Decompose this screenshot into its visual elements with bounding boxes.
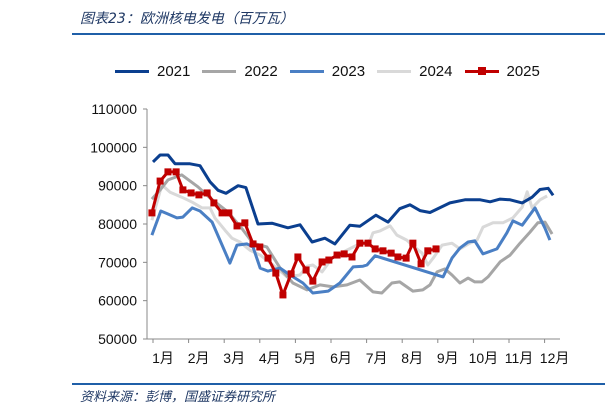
data-point-2025 xyxy=(187,189,195,197)
legend-label: 2023 xyxy=(331,63,366,80)
data-point-2025 xyxy=(325,256,333,264)
title-divider xyxy=(72,33,605,35)
legend-swatch xyxy=(115,70,149,73)
data-point-2025 xyxy=(148,209,156,217)
data-point-2025 xyxy=(417,260,425,268)
legend-swatch xyxy=(464,67,499,75)
data-point-2025 xyxy=(379,247,387,255)
data-point-2025 xyxy=(387,249,395,257)
figure-title: 图表23：欧洲核电发电（百万瓦） xyxy=(80,11,294,27)
x-tick-label: 3月 xyxy=(223,350,245,366)
data-point-2025 xyxy=(241,219,249,227)
x-tick-label: 9月 xyxy=(437,350,459,366)
data-point-2025 xyxy=(318,258,326,266)
data-point-2025 xyxy=(249,240,257,248)
x-tick-label: 6月 xyxy=(330,350,352,366)
data-point-2025 xyxy=(333,251,341,259)
data-point-2025 xyxy=(294,253,302,261)
data-point-2025 xyxy=(272,269,280,277)
x-tick-label: 8月 xyxy=(401,350,423,366)
data-point-2025 xyxy=(218,209,226,217)
chart-legend: 2021 2022 2023 2024 2025 xyxy=(115,63,540,80)
legend-swatch xyxy=(202,70,237,73)
x-tick-label: 1月 xyxy=(152,350,174,366)
data-point-2025 xyxy=(371,245,379,253)
y-tick-label: 50000 xyxy=(98,331,137,347)
data-point-2025 xyxy=(203,189,211,197)
legend-label: 2024 xyxy=(419,63,453,80)
data-point-2025 xyxy=(279,291,287,299)
data-point-2025 xyxy=(172,168,180,176)
legend-swatch xyxy=(377,70,412,73)
data-point-2025 xyxy=(364,239,372,247)
data-point-2025 xyxy=(356,239,364,247)
y-tick-label: 60000 xyxy=(98,293,137,309)
data-point-2025 xyxy=(256,243,264,251)
data-point-2025 xyxy=(424,247,432,255)
data-point-2025 xyxy=(432,245,440,253)
x-tick-label: 12月 xyxy=(540,350,570,366)
data-point-2025 xyxy=(402,254,410,262)
data-point-2025 xyxy=(340,250,348,258)
series-line-2024 xyxy=(150,183,548,279)
legend-item-2025: 2025 xyxy=(464,63,540,80)
data-point-2025 xyxy=(210,199,218,207)
y-tick-label: 70000 xyxy=(98,254,137,270)
legend-label: 2021 xyxy=(157,63,191,80)
y-tick-label: 90000 xyxy=(98,178,137,194)
x-tick-label: 7月 xyxy=(366,350,388,366)
legend-swatch xyxy=(289,70,324,73)
x-tick-label: 11月 xyxy=(505,350,534,366)
legend-label: 2022 xyxy=(244,63,278,80)
legend-item-2023: 2023 xyxy=(289,63,366,80)
series-line-2023 xyxy=(150,206,552,295)
data-point-2025 xyxy=(264,254,272,262)
legend-item-2021: 2021 xyxy=(115,63,190,80)
data-point-2025 xyxy=(164,168,172,176)
y-tick-label: 80000 xyxy=(98,216,137,232)
series-line-2021 xyxy=(151,153,555,246)
x-tick-label: 4月 xyxy=(259,350,281,366)
data-point-2025 xyxy=(309,277,317,285)
x-tick-label: 5月 xyxy=(295,350,317,366)
data-point-2025 xyxy=(409,239,417,247)
series-line-2022 xyxy=(150,173,554,295)
legend-item-2024: 2024 xyxy=(377,63,453,80)
data-point-2025 xyxy=(287,270,295,278)
data-point-2025 xyxy=(179,186,187,194)
legend-item-2022: 2022 xyxy=(202,63,278,80)
legend-label: 2025 xyxy=(506,63,540,80)
data-point-2025 xyxy=(233,222,241,230)
source-note: 资料来源：彭博，国盛证券研究所 xyxy=(80,390,276,405)
x-tick-label: 2月 xyxy=(188,350,210,366)
x-tick-label: 10月 xyxy=(469,350,499,366)
data-point-2025 xyxy=(195,191,203,199)
y-tick-label: 110000 xyxy=(91,101,137,117)
source-divider xyxy=(72,383,605,385)
data-point-2025 xyxy=(302,266,310,274)
data-point-2025 xyxy=(156,177,164,185)
data-point-2025 xyxy=(225,209,233,217)
legend-marker xyxy=(477,67,486,75)
data-point-2025 xyxy=(348,253,356,261)
data-point-2025 xyxy=(394,253,402,261)
y-tick-label: 100000 xyxy=(90,139,137,155)
